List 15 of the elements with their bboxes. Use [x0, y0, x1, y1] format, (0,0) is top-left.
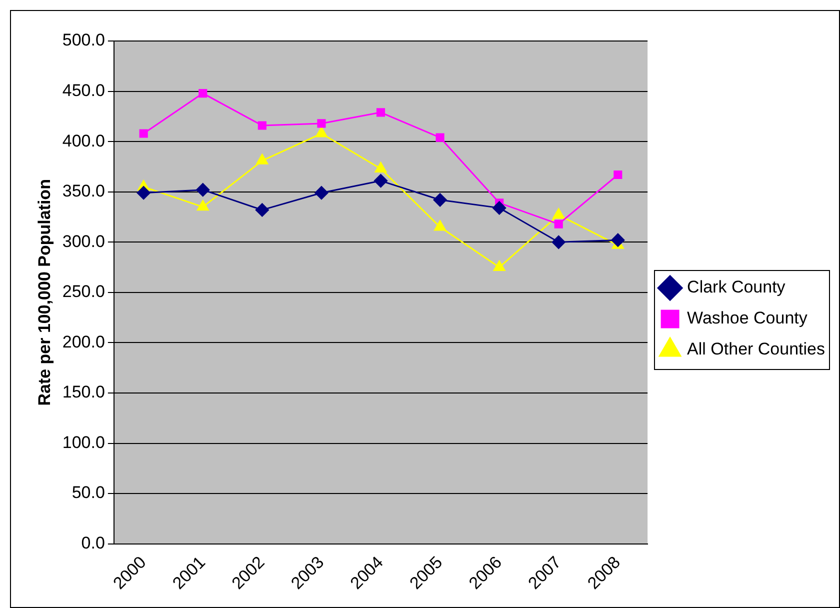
y-tick-label: 400.0 [62, 131, 105, 150]
y-tick-label: 100.0 [62, 432, 105, 452]
legend-label: All Other Counties [687, 340, 825, 359]
y-tick-label: 150.0 [62, 382, 105, 402]
y-tick-label: 200.0 [62, 332, 105, 352]
legend-label: Washoe County [687, 308, 808, 328]
y-tick-label: 300.0 [62, 232, 105, 251]
y-axis-title: Rate per 100,000 Population [34, 179, 54, 406]
legend-label: Clark County [687, 278, 786, 297]
y-tick-label: 50.0 [72, 483, 105, 502]
y-tick-label: 0.0 [81, 534, 105, 553]
y-tick-label: 250.0 [62, 282, 105, 302]
y-tick-label: 450.0 [62, 80, 105, 100]
y-tick-label: 500.0 [62, 30, 105, 50]
y-tick-label: 350.0 [62, 182, 105, 201]
